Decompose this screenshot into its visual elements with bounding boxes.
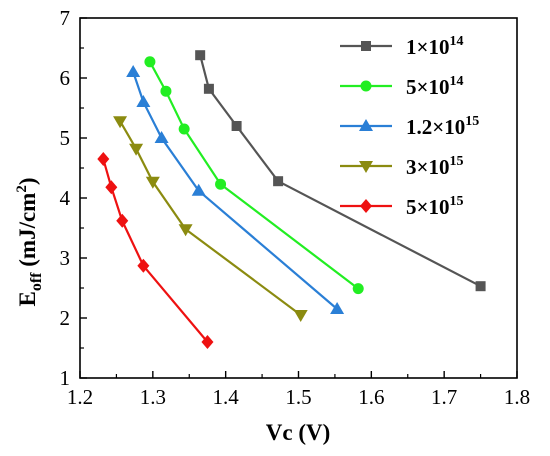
legend-swatch-marker [360, 199, 372, 213]
legend-swatch-marker [359, 119, 373, 131]
series-3-point [126, 65, 141, 77]
y-tick-label: 1 [60, 366, 71, 390]
legend-label-exponent: 15 [449, 154, 463, 169]
legend-swatch-marker [359, 161, 373, 173]
series-1-point [475, 281, 486, 292]
series-2-point [178, 123, 190, 135]
x-tick-label: 1.3 [140, 385, 166, 409]
series-5-point [105, 180, 118, 195]
series-1-point [195, 50, 206, 61]
series-3 [126, 65, 345, 314]
legend-label-mantissa: 5×10 [406, 75, 449, 99]
y-tick-label: 7 [60, 6, 71, 30]
y-axis-title-unit-end: ) [15, 178, 40, 186]
legend-label: 5×1014 [406, 74, 463, 99]
legend-swatch-marker [361, 41, 371, 51]
series-3-point [330, 302, 345, 314]
legend-label-mantissa: 5×10 [406, 195, 449, 219]
series-2-point [144, 56, 156, 68]
series-4-line [119, 120, 302, 316]
series-3-line [132, 71, 338, 310]
y-tick-label: 5 [60, 126, 71, 150]
legend-entry-2: 5×1014 [340, 74, 463, 99]
legend-swatch-marker [360, 80, 372, 92]
x-tick-label: 1.4 [213, 385, 240, 409]
legend-label-mantissa: 1.2×10 [406, 115, 465, 139]
series-4-point [113, 116, 128, 129]
series-layer [97, 50, 486, 349]
legend-label-exponent: 14 [449, 74, 463, 89]
y-axis-title-unit-sup: 2 [14, 185, 30, 193]
legend-entry-4: 3×1015 [340, 154, 463, 179]
series-1-point [231, 121, 242, 131]
legend-label: 3×1015 [406, 154, 463, 179]
y-axis-title-sub: off [28, 272, 45, 291]
series-1 [195, 50, 486, 292]
legend-label-mantissa: 3×10 [406, 155, 449, 179]
series-4-point [293, 310, 308, 322]
y-tick-label: 2 [60, 306, 71, 330]
series-4-point [178, 224, 193, 237]
legend-label: 1.2×1015 [406, 114, 479, 139]
x-tick-label: 1.6 [358, 385, 384, 409]
x-tick-label: 1.8 [504, 385, 530, 409]
series-3-point [136, 95, 151, 107]
y-tick-label: 6 [60, 66, 71, 90]
legend-label: 5×1015 [406, 194, 463, 219]
series-4 [113, 116, 308, 322]
series-1-point [203, 83, 214, 94]
series-5 [97, 152, 214, 349]
y-tick-label: 4 [60, 186, 71, 210]
series-5-point [201, 335, 214, 349]
series-1-point [273, 176, 284, 187]
legend-entry-3: 1.2×1015 [340, 114, 479, 139]
y-axis-title-unit: (mJ/cm [15, 193, 40, 273]
series-5-point [137, 258, 150, 273]
y-axis-title-base: E [15, 291, 40, 306]
series-5-point [116, 213, 129, 228]
series-2-point [160, 85, 172, 97]
x-axis-title: Vc (V) [266, 420, 331, 445]
y-tick-label: 3 [60, 246, 71, 270]
legend-entry-5: 5×1015 [340, 194, 463, 219]
x-tick-label: 1.7 [431, 385, 457, 409]
legend-label-exponent: 15 [449, 194, 463, 209]
legend-label-mantissa: 1×10 [406, 35, 449, 59]
series-2-point [352, 283, 364, 295]
series-2-line [148, 61, 359, 290]
series-2 [144, 56, 364, 295]
series-4-point [145, 176, 160, 189]
series-5-point [97, 152, 110, 166]
series-3-point [191, 183, 206, 196]
x-tick-label: 1.2 [67, 385, 93, 409]
series-2-point [215, 178, 227, 190]
series-4-point [129, 143, 144, 156]
legend-label-exponent: 15 [465, 114, 479, 129]
axes-layer: 1.2 1.3 1.4 1.5 1.6 1.7 1.8 1 2 3 4 5 6 7 [60, 6, 531, 409]
legend-label-exponent: 14 [449, 34, 463, 49]
legend-label: 1×1014 [406, 34, 463, 59]
y-axis-title: Eoff (mJ/cm2) [14, 178, 45, 307]
x-tick-label: 1.5 [285, 385, 311, 409]
series-3-point [154, 131, 169, 143]
legend-entry-1: 1×1014 [340, 34, 463, 59]
